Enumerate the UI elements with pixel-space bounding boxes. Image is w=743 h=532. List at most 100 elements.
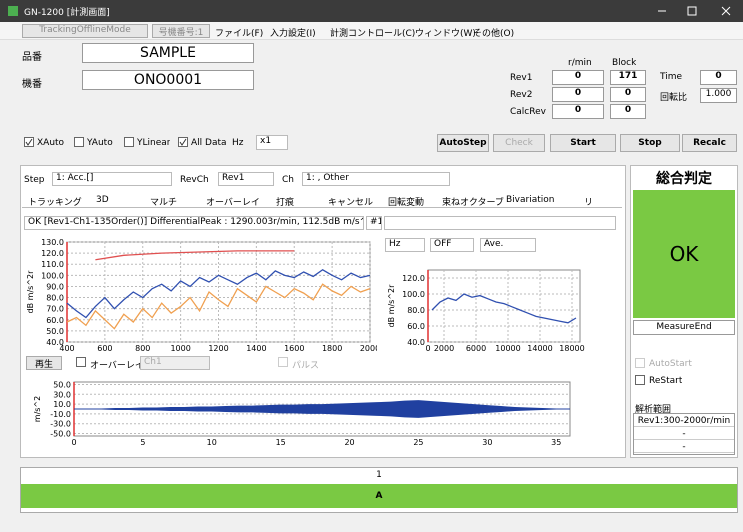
- tab[interactable]: 3D: [96, 195, 109, 205]
- line-series: [95, 250, 295, 261]
- y-tick-label: 120.0: [402, 274, 425, 283]
- app-icon: [8, 6, 18, 16]
- range-line: Rev1:300-2000r/min: [634, 416, 734, 427]
- x-tick-label: 18000: [559, 344, 584, 353]
- range-box: Rev1:300-2000r/min - -: [633, 413, 735, 455]
- toolbar-button[interactable]: Recalc: [682, 134, 737, 152]
- unit-button[interactable]: 号機番号:1: [152, 24, 210, 38]
- x-tick-label: 1600: [284, 344, 304, 353]
- judgement-result: OK: [633, 190, 735, 318]
- checkbox[interactable]: [124, 137, 134, 147]
- spectrum-select[interactable]: Hz: [385, 238, 425, 252]
- tab[interactable]: リ: [584, 198, 594, 208]
- revch-select[interactable]: Rev1: [218, 172, 274, 186]
- status-select[interactable]: #1: [366, 216, 382, 230]
- hz-label: Hz: [232, 138, 244, 148]
- y-tick-label: 90.0: [46, 282, 64, 291]
- checkbox[interactable]: [24, 137, 34, 147]
- toolbar-button[interactable]: AutoStep: [437, 134, 489, 152]
- tab[interactable]: Bivariation: [506, 195, 555, 205]
- measure-state: MeasureEnd: [633, 320, 735, 335]
- overlay-select[interactable]: Ch1: [140, 356, 210, 370]
- autostart-checkbox[interactable]: [635, 358, 645, 368]
- y-tick-label: 30.0: [53, 390, 71, 399]
- time-value: 0: [700, 70, 737, 85]
- x-tick-label: 400: [59, 344, 74, 353]
- mode-button[interactable]: TrackingOfflineMode: [22, 24, 148, 38]
- window-controls[interactable]: [650, 0, 743, 22]
- menu-item[interactable]: ファイル(F): [215, 29, 264, 39]
- tab[interactable]: キャンセル: [328, 198, 374, 208]
- rev-label: Rev1: [510, 73, 533, 83]
- range-line: -: [634, 429, 734, 440]
- checkbox-label: YAuto: [87, 138, 113, 148]
- title-bar: GN-1200 [計測画面]: [0, 0, 743, 22]
- tab[interactable]: オーバーレイ: [206, 198, 260, 208]
- y-tick-label: -50.0: [50, 430, 71, 439]
- y-axis-label: dB m/s^2r: [387, 284, 396, 328]
- autostart-label: AutoStart: [649, 359, 692, 369]
- serial-label: 機番: [22, 79, 42, 90]
- checkbox[interactable]: [74, 137, 84, 147]
- x-tick-label: 600: [97, 344, 112, 353]
- replay-button[interactable]: 再生: [26, 356, 62, 370]
- rpm-value: 0: [552, 87, 604, 102]
- x-tick-label: 1800: [322, 344, 342, 353]
- y-tick-label: 80.0: [46, 294, 64, 303]
- y-tick-label: 70.0: [46, 305, 64, 314]
- y-tick-label: 40.0: [46, 338, 64, 347]
- menu-item[interactable]: 入力設定(I): [270, 29, 316, 39]
- status-text: OK [Rev1-Ch1-135Order()] DifferentialPea…: [24, 216, 364, 230]
- toolbar-button[interactable]: Start: [550, 134, 616, 152]
- revch-label: RevCh: [180, 175, 209, 185]
- tab[interactable]: 回転変動: [388, 198, 425, 208]
- y-tick-label: 110.0: [41, 260, 64, 269]
- y-tick-label: -30.0: [50, 420, 71, 429]
- rev-label: Rev2: [510, 90, 533, 100]
- spectrum-select[interactable]: OFF: [430, 238, 474, 252]
- checkbox-label: All Data: [191, 138, 227, 148]
- spectrum-chart: 40.0 60.0 80.0 100.0 120.0 0 2000 6000 10000 1400…: [387, 269, 585, 353]
- y-tick-label: 80.0: [407, 306, 425, 315]
- rev-label: CalcRev: [510, 107, 546, 117]
- toolbar-button[interactable]: Stop: [620, 134, 680, 152]
- y-tick-label: 50.0: [46, 327, 64, 336]
- tab[interactable]: トラッキング: [28, 195, 82, 207]
- y-tick-label: 60.0: [407, 322, 425, 331]
- range-label: 解析範囲: [635, 405, 672, 415]
- y-tick-label: 100.0: [41, 271, 64, 280]
- hz-select[interactable]: x1: [256, 135, 288, 150]
- tab[interactable]: 束ねオクターブ: [442, 198, 504, 208]
- toolbar-button[interactable]: Check: [493, 134, 545, 152]
- restart-label: ReStart: [649, 376, 683, 386]
- window-title: GN-1200 [計測画面]: [24, 8, 110, 18]
- menu-item[interactable]: 計測コントロール(C): [330, 29, 416, 39]
- results-header: 1: [376, 470, 382, 480]
- tab[interactable]: マルチ: [150, 198, 178, 208]
- x-tick-label: 35: [551, 438, 561, 447]
- x-tick-label: 1200: [208, 344, 228, 353]
- pulse-label: パルス: [292, 361, 320, 371]
- overlay-checkbox[interactable]: [76, 357, 86, 367]
- y-tick-label: 120.0: [41, 249, 64, 258]
- restart-checkbox[interactable]: [635, 375, 645, 385]
- x-tick-label: 25: [413, 438, 423, 447]
- ratio-label: 回転比: [660, 93, 688, 103]
- checkbox-label: XAuto: [37, 138, 65, 148]
- menu-item[interactable]: ウィンドウ(W): [415, 29, 476, 39]
- part-value: SAMPLE: [82, 43, 254, 63]
- menu-item[interactable]: その他(O): [473, 29, 515, 39]
- line-series: [66, 269, 371, 319]
- x-tick-label: 800: [135, 344, 150, 353]
- tab[interactable]: 打痕: [276, 198, 295, 208]
- pulse-checkbox[interactable]: [278, 357, 288, 367]
- ch-select[interactable]: 1: , Other: [302, 172, 450, 186]
- spectrum-select[interactable]: Ave.: [480, 238, 536, 252]
- step-select[interactable]: 1: Acc.[]: [52, 172, 172, 186]
- x-tick-label: 2000: [434, 344, 454, 353]
- checkbox[interactable]: [178, 137, 188, 147]
- menu-bar: TrackingOfflineMode 号機番号:1 ファイル(F) 入力設定(I…: [0, 22, 743, 40]
- tab-bar: トラッキング 3D マルチ オーバーレイ 打痕 キャンセル 回転変動 束ねオクターブ Bivar…: [22, 193, 622, 208]
- y-tick-label: 40.0: [407, 338, 425, 347]
